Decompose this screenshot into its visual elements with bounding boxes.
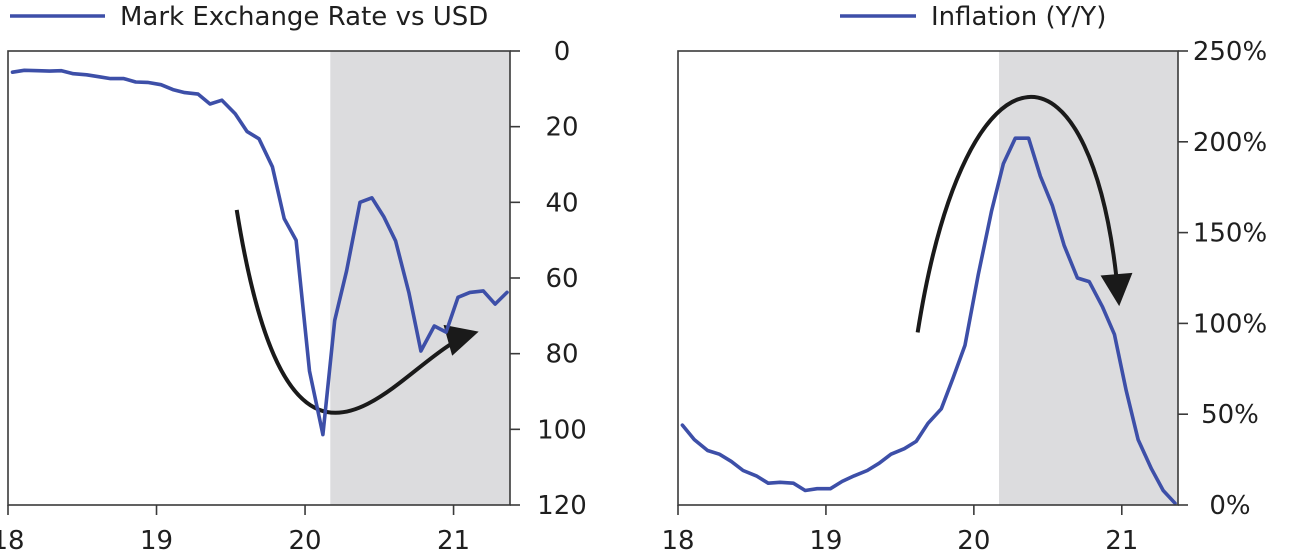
y-tick-label: 20	[545, 113, 578, 143]
y-tick-label: 250%	[1193, 37, 1267, 67]
x-tick-label: 21	[1105, 526, 1138, 556]
shaded-period	[330, 51, 510, 505]
x-tick-label: 20	[288, 526, 321, 556]
y-tick-label: 120	[537, 491, 587, 521]
y-tick-label: 0%	[1209, 491, 1250, 521]
x-axis: 18 19 20 21	[0, 505, 470, 556]
x-tick-label: 18	[0, 526, 25, 556]
y-tick-label: 0	[554, 37, 571, 67]
y-axis: 0 20 40 60 80 100 120	[510, 37, 587, 521]
y-tick-label: 100%	[1193, 309, 1267, 339]
y-tick-label: 60	[545, 264, 578, 294]
x-tick-label: 21	[437, 526, 470, 556]
shaded-period	[999, 51, 1178, 505]
y-tick-label: 200%	[1193, 128, 1267, 158]
x-tick-label: 18	[661, 526, 694, 556]
inflation-panel: 18 19 20 21 0% 50% 100% 150% 200% 250% Inflation…	[661, 2, 1267, 556]
x-tick-label: 19	[140, 526, 173, 556]
series-line	[680, 136, 1177, 505]
series-line	[10, 68, 509, 437]
x-tick-label: 20	[957, 526, 990, 556]
y-tick-label: 40	[545, 188, 578, 218]
y-tick-label: 100	[537, 415, 587, 445]
series-lines	[10, 68, 509, 437]
y-axis: 0% 50% 100% 150% 200% 250%	[1178, 37, 1267, 521]
series-lines	[680, 136, 1177, 505]
legend: Mark Exchange Rate vs USD	[10, 2, 488, 32]
legend: Inflation (Y/Y)	[840, 2, 1106, 32]
legend-label: Mark Exchange Rate vs USD	[120, 2, 488, 32]
legend-label: Inflation (Y/Y)	[931, 2, 1106, 32]
x-axis: 18 19 20 21	[661, 505, 1138, 556]
y-tick-label: 50%	[1201, 400, 1259, 430]
y-tick-label: 80	[545, 340, 578, 370]
y-tick-label: 150%	[1193, 219, 1267, 249]
x-tick-label: 19	[809, 526, 842, 556]
exchange-rate-panel: 18 19 20 21 0 20 40 60 80 100 120 Mark Exchange R…	[0, 2, 587, 556]
plot-frame	[677, 50, 1179, 506]
trend-arrow	[915, 94, 1133, 333]
trend-arrow	[234, 209, 479, 415]
